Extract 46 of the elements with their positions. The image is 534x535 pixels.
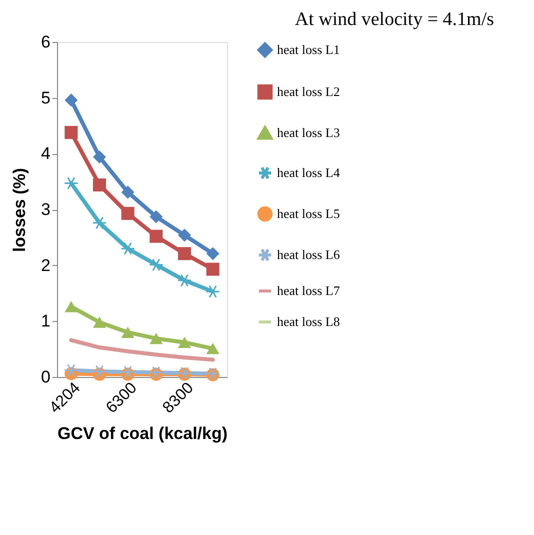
legend-label: heat loss L4 — [277, 165, 340, 180]
y-tick-label: 5 — [41, 88, 50, 108]
point — [150, 210, 163, 224]
point — [206, 262, 220, 276]
point — [206, 285, 220, 298]
y-axis-title: losses (%) — [10, 168, 30, 252]
y-tick-label: 3 — [41, 200, 50, 219]
legend-label: heat loss L8 — [277, 314, 340, 329]
point — [120, 366, 136, 378]
point — [150, 332, 163, 344]
point — [92, 150, 106, 164]
y-tick-label: 0 — [41, 368, 50, 386]
point — [148, 258, 164, 272]
point — [178, 228, 192, 242]
y-tick-label: 6 — [41, 32, 50, 52]
point — [92, 316, 106, 328]
line-series — [69, 338, 215, 362]
point — [64, 176, 78, 190]
y-tick-label: 2 — [41, 256, 50, 275]
point — [121, 186, 134, 199]
legend-label: heat loss L1 — [277, 42, 340, 57]
x-axis-title: GCV of coal (kcal/kg) — [57, 424, 228, 443]
point — [64, 94, 78, 107]
point — [64, 301, 78, 312]
point — [92, 364, 107, 378]
point — [206, 342, 220, 354]
point — [206, 247, 220, 260]
point — [121, 326, 134, 338]
point — [120, 242, 136, 256]
point — [177, 274, 192, 287]
point — [92, 216, 107, 230]
point — [121, 206, 134, 220]
point — [178, 336, 192, 348]
legend-label: heat loss L5 — [277, 206, 340, 221]
text: At wind velocity = 4.1m/s — [294, 9, 494, 30]
point — [178, 247, 192, 260]
point — [64, 126, 78, 139]
legend-label: heat loss L6 — [277, 247, 340, 262]
legend-label: heat loss L2 — [277, 84, 340, 99]
point — [150, 230, 163, 243]
legend-label: heat loss L3 — [277, 125, 340, 140]
y-tick-label: 1 — [41, 312, 50, 331]
point — [64, 364, 78, 377]
point — [92, 178, 106, 192]
legend-label: heat loss L7 — [277, 283, 340, 298]
y-tick-label: 4 — [41, 144, 50, 164]
